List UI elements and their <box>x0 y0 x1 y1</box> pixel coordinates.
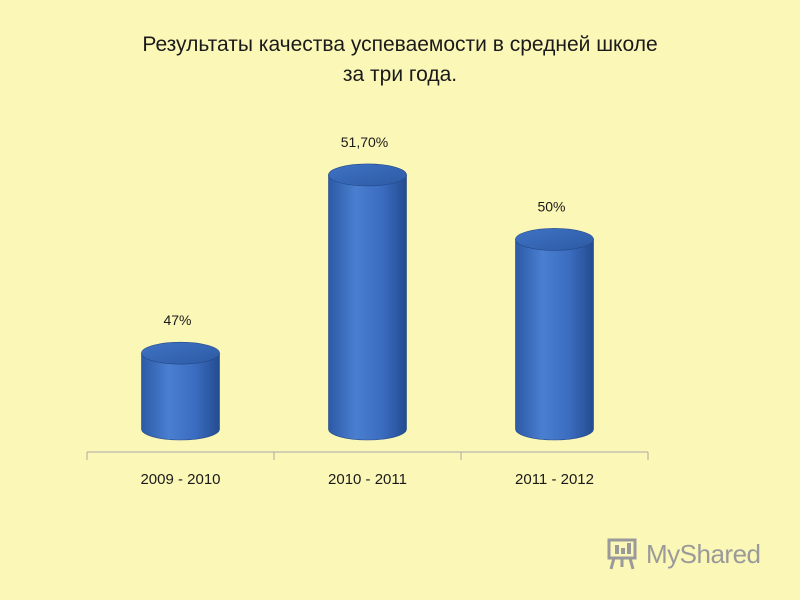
x-tick-label: 2011 - 2012 <box>515 471 594 488</box>
watermark-text: MyShared <box>646 538 761 569</box>
x-tick-label: 2009 - 2010 <box>140 471 220 488</box>
chart-title: Результаты качества успеваемости в средн… <box>60 30 740 90</box>
data-label: 47% <box>163 312 191 328</box>
bar <box>515 228 594 441</box>
chart-title-line-1: Результаты качества успеваемости в средн… <box>142 33 658 56</box>
bar-body <box>328 174 407 441</box>
data-label: 51,70% <box>341 134 388 150</box>
bar-top <box>141 341 220 365</box>
chart-title-line-2: за три года. <box>342 63 458 86</box>
bar-body <box>141 352 220 441</box>
x-tick-label: 2010 - 2011 <box>328 471 407 488</box>
bar-top <box>328 163 407 187</box>
bar-body <box>515 239 594 441</box>
presentation-board-icon <box>607 538 637 570</box>
watermark: MyShared <box>606 536 761 572</box>
data-label: 50% <box>537 198 565 214</box>
bar <box>141 341 220 441</box>
bar-top <box>515 228 594 251</box>
bar <box>328 163 407 441</box>
